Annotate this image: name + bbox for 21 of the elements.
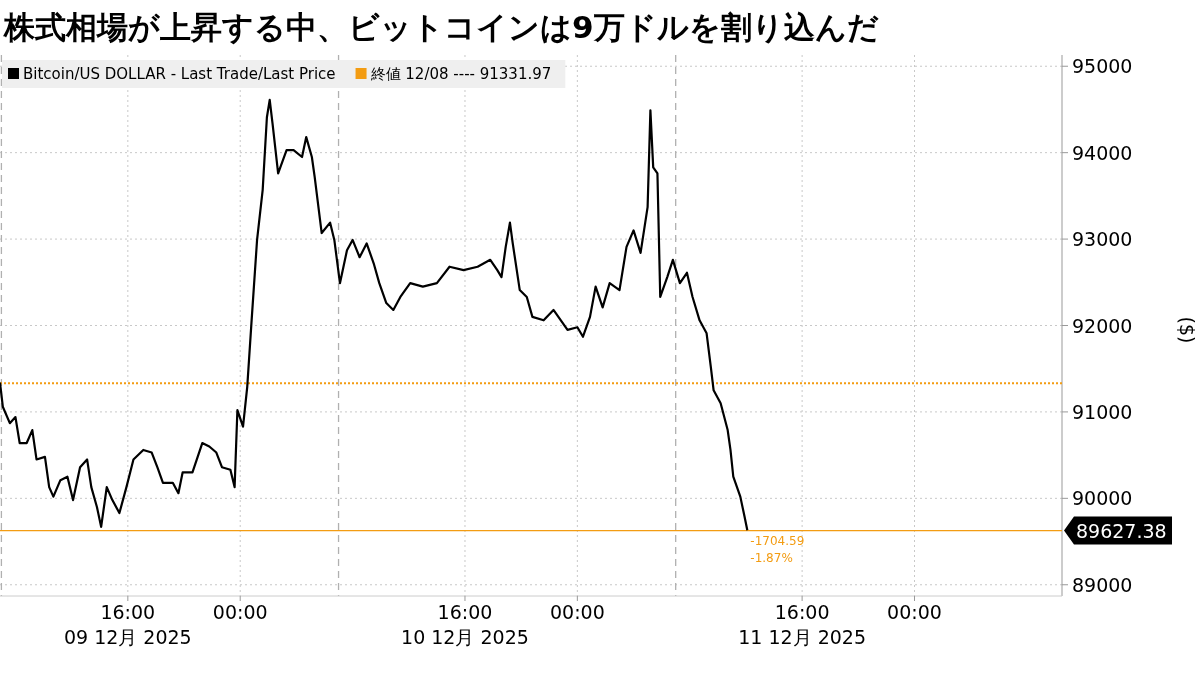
x-tick-label: 16:00 11 12月 2025 (738, 601, 867, 648)
y-tick-label: 93000 (1072, 228, 1133, 251)
x-tick-label: 16:00 10 12月 2025 (401, 601, 529, 648)
line-series (0, 98, 749, 532)
ref-line-label: 89627.38 (1076, 519, 1167, 542)
y-tick-label: 92000 (1072, 314, 1133, 337)
annotation: -1.87% (750, 550, 793, 565)
y-tick-label: 91000 (1072, 400, 1133, 423)
y-tick-label: 90000 (1072, 487, 1133, 510)
legend-label: Bitcoin/US DOLLAR - Last Trade/Last Price (23, 65, 336, 83)
y-tick-label: 94000 (1072, 141, 1133, 164)
x-tick-label: 00:00 (887, 601, 942, 623)
chart-title: 株式相場が上昇する中、ビットコインは9万ドルを割り込んだ (3, 9, 879, 45)
x-tick-label: 00:00 (549, 601, 605, 623)
x-tick-label: 00:00 (212, 601, 268, 623)
x-tick-label: 16:00 09 12月 2025 (63, 601, 192, 648)
legend-label: 終値 12/08 ---- 91331.97 (369, 65, 552, 83)
y-tick-label: 95000 (1072, 55, 1133, 78)
y-axis-title: ($) (1176, 316, 1198, 344)
annotation: -1704.59 (750, 533, 805, 548)
y-tick-label: 89000 (1072, 573, 1133, 596)
